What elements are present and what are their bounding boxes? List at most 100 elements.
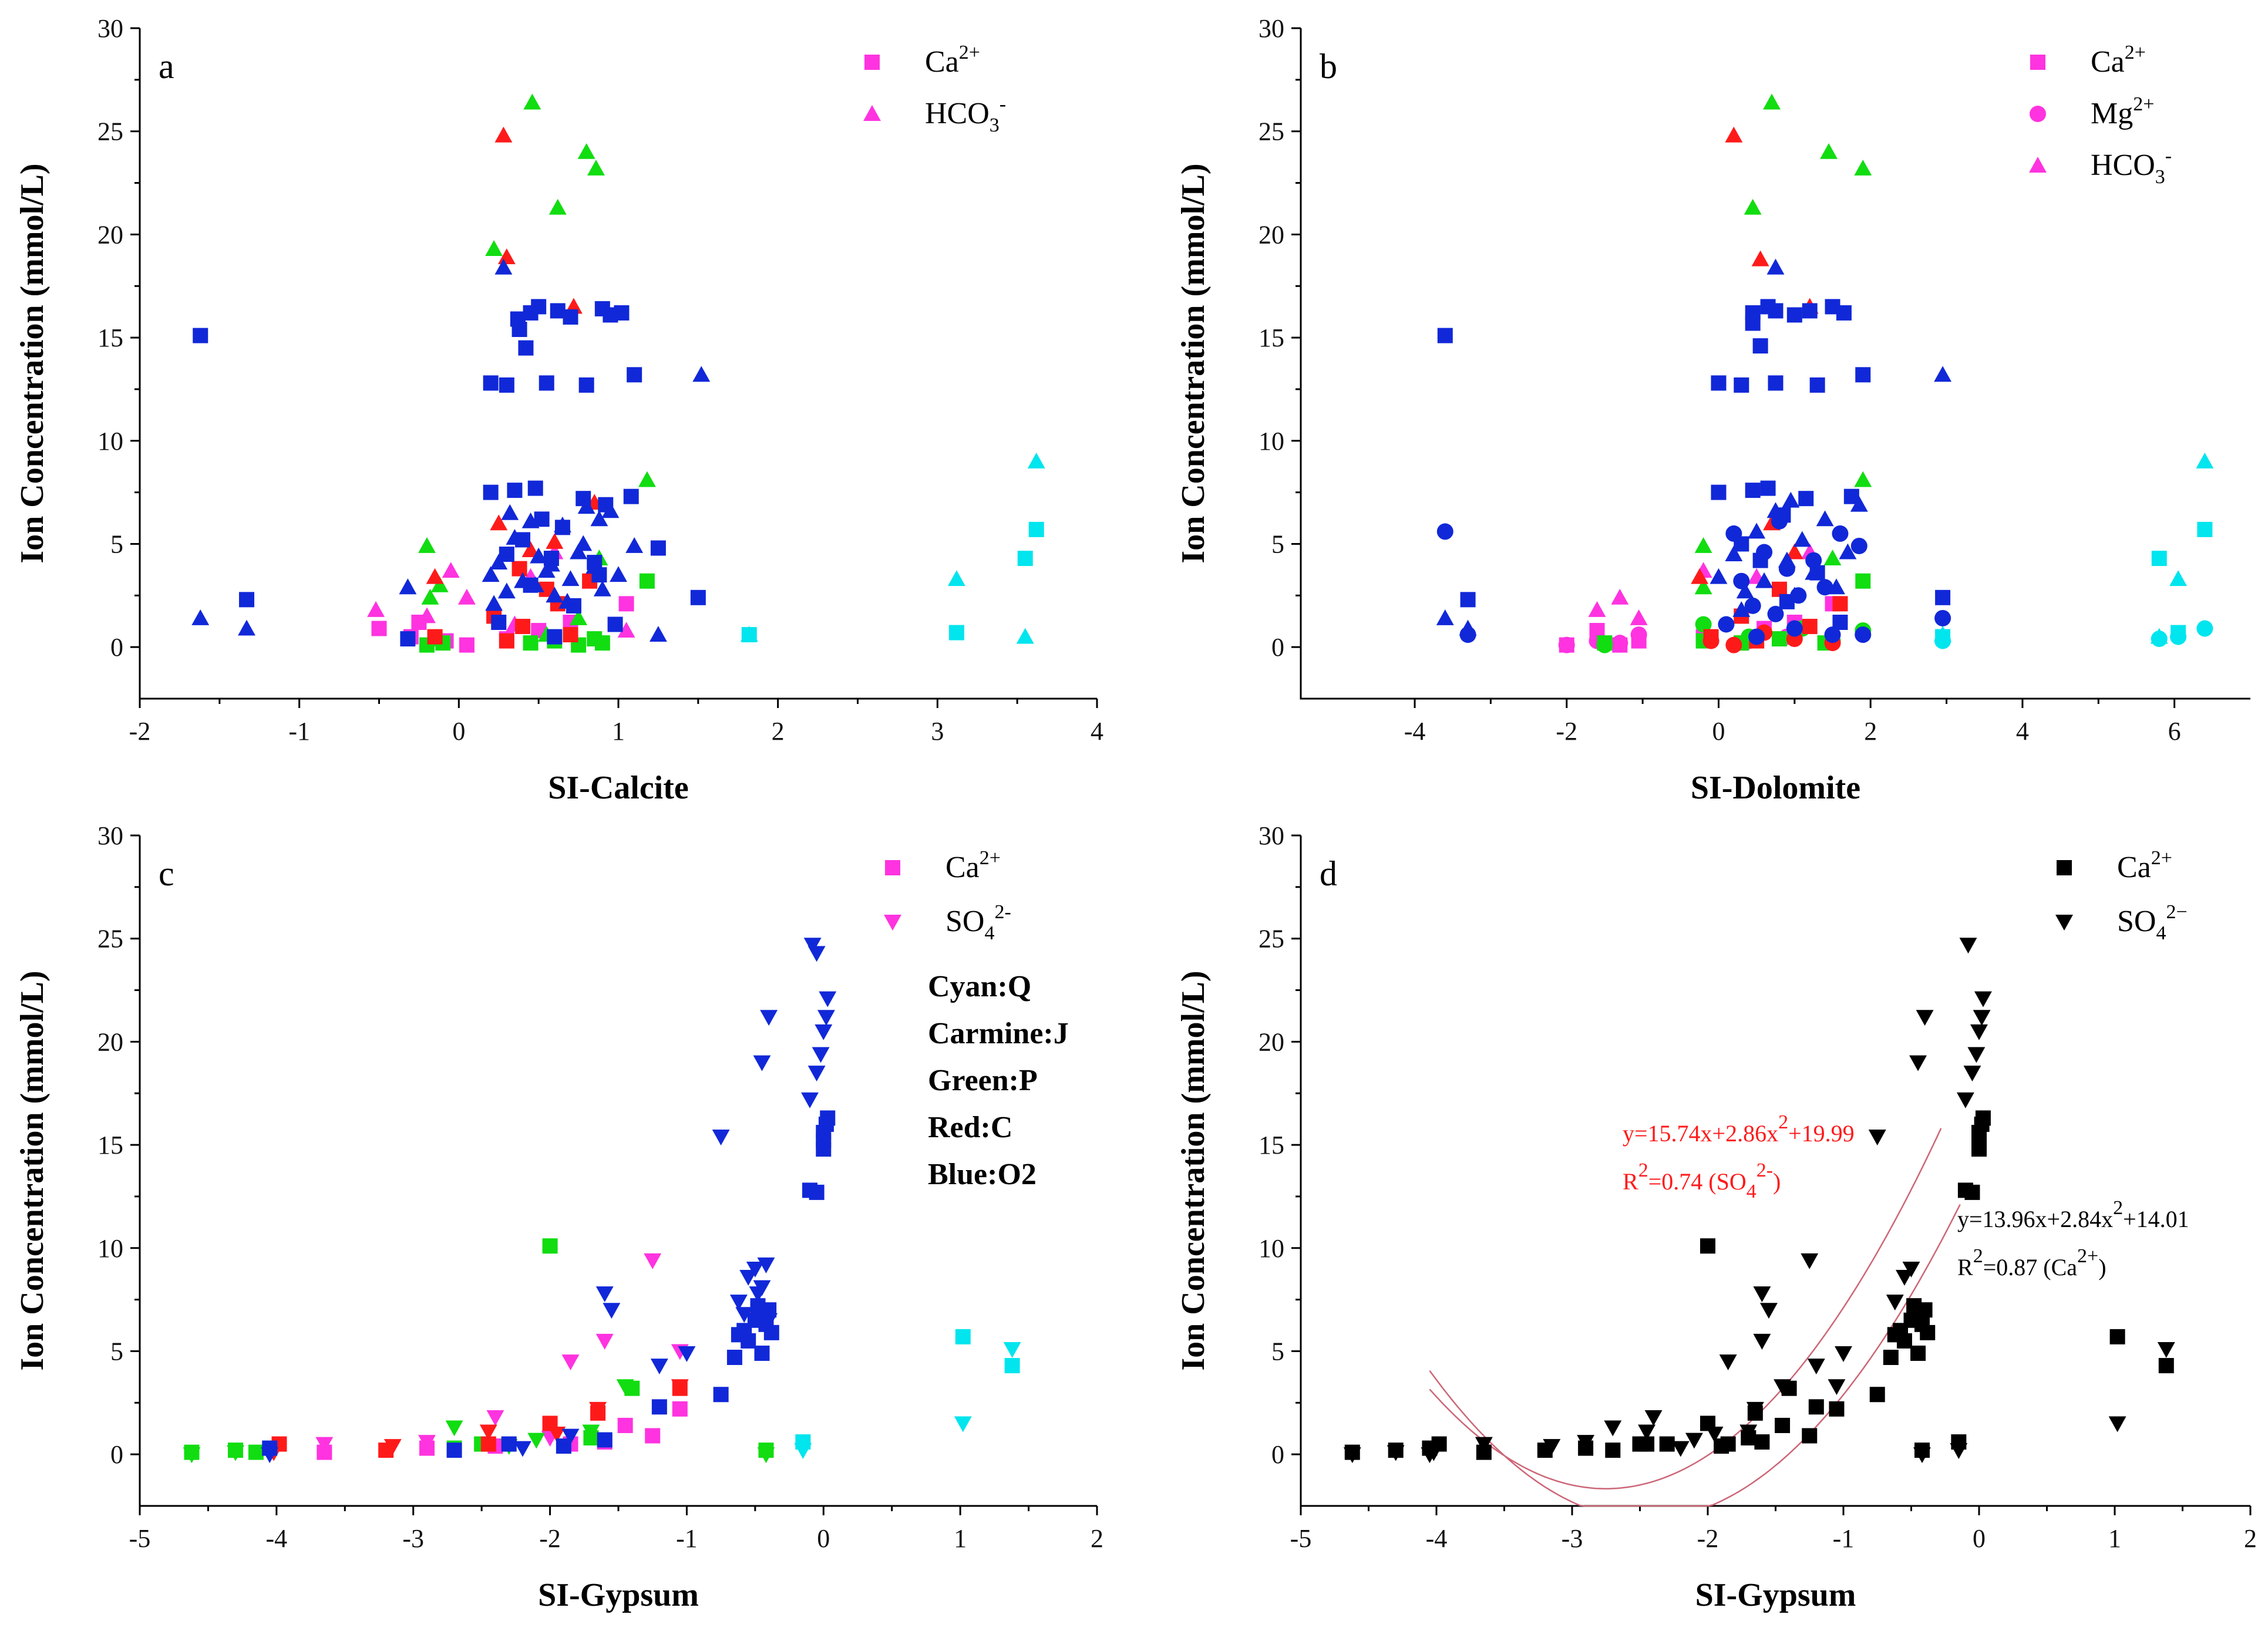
data-point [1916, 1010, 1934, 1026]
data-point [1855, 573, 1871, 589]
data-point [1805, 552, 1822, 569]
data-point [531, 299, 547, 315]
data-point [550, 303, 566, 319]
data-point [2151, 551, 2167, 567]
x-tick-label: 6 [2168, 717, 2181, 746]
legend-marker [2055, 915, 2073, 931]
data-point [587, 159, 605, 176]
data-point [1974, 991, 1992, 1007]
data-point [816, 1141, 832, 1157]
data-point [485, 595, 503, 611]
data-point [1823, 550, 1842, 566]
data-point [616, 1379, 634, 1396]
data-point [457, 588, 476, 605]
legend-label-part-2: 2+ [959, 42, 980, 63]
data-point [574, 535, 593, 551]
data-point [1720, 1436, 1736, 1452]
data-point [650, 1359, 668, 1375]
data-point [1959, 938, 1977, 954]
fit-equation-part-0: y=15.74x+2.86x [1623, 1120, 1778, 1147]
data-point [678, 1346, 696, 1362]
x-tick-label: 2 [1091, 1524, 1103, 1553]
data-point [193, 328, 208, 343]
x-tick-label: 2 [2244, 1524, 2257, 1553]
x-tick-label: -2 [539, 1524, 561, 1553]
data-point [2196, 620, 2213, 637]
data-point [491, 614, 507, 630]
series-q-so42- [794, 1342, 1021, 1460]
data-point [1935, 589, 1951, 605]
y-axis-title: Ion Concentration (mmol/L) [14, 163, 51, 563]
x-tick-label: -1 [1833, 1524, 1855, 1553]
data-point [955, 1329, 971, 1344]
series-o2-hco3- [191, 258, 711, 642]
y-tick-label: 30 [1258, 14, 1284, 43]
data-point [1920, 1324, 1936, 1340]
data-point [1883, 1350, 1899, 1366]
data-point [483, 484, 499, 500]
data-point [1816, 510, 1834, 527]
data-point [1828, 578, 1845, 595]
data-point [1694, 537, 1712, 553]
data-point [479, 1424, 497, 1441]
data-point [501, 1436, 517, 1452]
legend-marker [863, 105, 881, 121]
data-point [1896, 1270, 1913, 1286]
data-point [1760, 1303, 1778, 1319]
legend-label-part-2: 2+ [2151, 847, 2172, 869]
fit-r-squared-part-0: R [1957, 1254, 1973, 1280]
x-tick-label: -1 [676, 1524, 698, 1553]
data-point [1913, 1447, 1931, 1464]
data-point [1798, 491, 1814, 507]
data-point [494, 126, 513, 143]
panel-b: -4 -2 0 2 4 6 0 5 10 15 20 25 30 SI-Dolomite Ion Conce… [1175, 14, 2250, 806]
series-ca2+ [1344, 1110, 2174, 1460]
legend-label-part-2: 2+ [2125, 42, 2146, 63]
x-axis-title: SI-Gypsum [1695, 1577, 1856, 1613]
data-point [1785, 543, 1803, 560]
data-point [483, 375, 499, 391]
data-point [593, 580, 611, 596]
x-tick-label: 0 [1973, 1524, 1986, 1553]
fit-r-squared: R2=0.74 (SO42-) [1623, 1160, 1781, 1202]
x-tick-label: 1 [954, 1524, 967, 1553]
x-tick-label: 2 [772, 717, 785, 746]
data-point [803, 938, 822, 954]
legend-label: Mg2+ [2091, 93, 2154, 130]
y-tick-label: 20 [1258, 220, 1284, 249]
data-point [735, 1307, 753, 1323]
data-point [625, 537, 644, 553]
y-tick-label: 5 [1271, 1337, 1284, 1366]
y-tick-label: 0 [1271, 1440, 1284, 1469]
data-point [1854, 471, 1872, 487]
data-point [497, 248, 516, 264]
data-point [515, 619, 530, 635]
y-tick-label: 20 [97, 1027, 123, 1056]
data-point [947, 570, 965, 587]
y-tick-label: 10 [1258, 1234, 1284, 1263]
data-point [650, 540, 666, 556]
data-point [418, 607, 436, 623]
x-tick-label: 0 [452, 717, 465, 746]
data-point [2150, 628, 2168, 644]
data-point [1596, 636, 1613, 653]
x-axis-title: SI-Gypsum [538, 1577, 699, 1613]
data-point [1971, 1141, 1987, 1157]
group-key-label: Red:C [928, 1111, 1012, 1144]
data-point [649, 626, 667, 642]
data-point [445, 1420, 463, 1437]
series-q-hco3- [740, 452, 1045, 644]
series-p-hco3- [418, 93, 656, 642]
data-point [603, 1303, 621, 1319]
data-point [746, 1261, 764, 1278]
x-tick-label: -1 [288, 717, 310, 746]
data-point [1425, 1445, 1443, 1461]
series-o2-ca2+ [262, 1110, 836, 1458]
y-tick-label: 15 [1258, 323, 1284, 352]
data-point [512, 561, 527, 577]
y-axis-title: Ion Concentration (mmol/L) [14, 970, 51, 1370]
data-point [1956, 1092, 1974, 1108]
data-point [542, 1238, 558, 1254]
data-point [1744, 198, 1762, 215]
data-point [1748, 628, 1765, 645]
